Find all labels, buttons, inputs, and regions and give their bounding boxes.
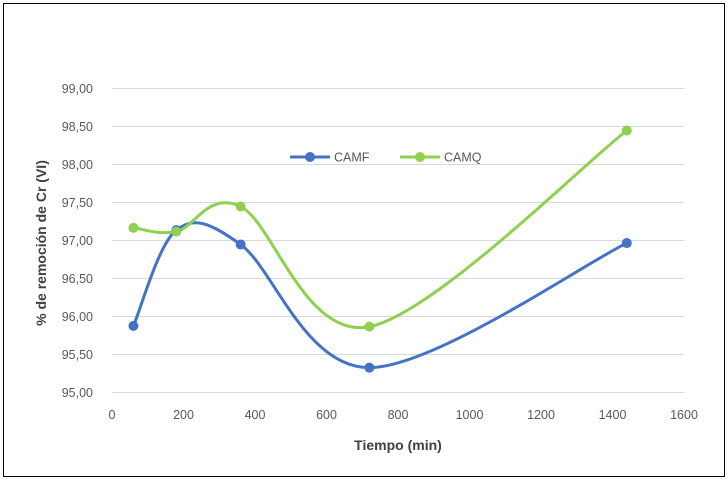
legend-marker-camq <box>415 152 425 162</box>
y-axis-title: % de remoción de Cr (VI) <box>33 160 49 326</box>
x-tick-label: 1200 <box>527 408 555 422</box>
y-tick-label: 98,50 <box>62 120 93 134</box>
y-tick-label: 95,00 <box>62 386 93 400</box>
series-layer <box>128 125 632 373</box>
data-point-camf <box>235 239 246 250</box>
x-tick-label: 400 <box>245 408 266 422</box>
y-tick-labels: 95,00 95,50 96,00 96,50 97,00 97,50 98,00 98,50… <box>62 82 93 400</box>
x-tick-label: 1000 <box>456 408 484 422</box>
data-point-camq <box>128 222 139 233</box>
data-point-camq <box>364 321 375 332</box>
x-tick-labels: 0 200 400 600 800 1000 1200 1400 1600 <box>109 408 698 422</box>
legend: CAMF CAMQ <box>290 151 482 165</box>
data-point-camf <box>621 238 632 249</box>
y-tick-label: 95,50 <box>62 348 93 362</box>
legend-label-camf: CAMF <box>334 151 370 165</box>
data-point-camf <box>128 320 139 331</box>
legend-label-camq: CAMQ <box>444 151 482 165</box>
x-tick-label: 1600 <box>670 408 698 422</box>
x-tick-label: 800 <box>388 408 409 422</box>
x-axis-title: Tiempo (min) <box>354 437 442 453</box>
data-point-camq <box>621 125 632 136</box>
x-tick-label: 0 <box>109 408 116 422</box>
y-tick-label: 97,50 <box>62 196 93 210</box>
y-tick-label: 97,00 <box>62 234 93 248</box>
y-tick-label: 96,50 <box>62 272 93 286</box>
data-point-camq <box>171 226 182 237</box>
series-line-camf <box>131 221 629 370</box>
x-tick-label: 600 <box>316 408 337 422</box>
y-tick-label: 98,00 <box>62 158 93 172</box>
data-point-camq <box>235 201 246 212</box>
y-tick-label: 96,00 <box>62 310 93 324</box>
legend-marker-camf <box>305 152 315 162</box>
x-tick-label: 1400 <box>599 408 627 422</box>
data-point-camf <box>364 362 375 373</box>
y-tick-label: 99,00 <box>62 82 93 96</box>
x-tick-label: 200 <box>173 408 194 422</box>
